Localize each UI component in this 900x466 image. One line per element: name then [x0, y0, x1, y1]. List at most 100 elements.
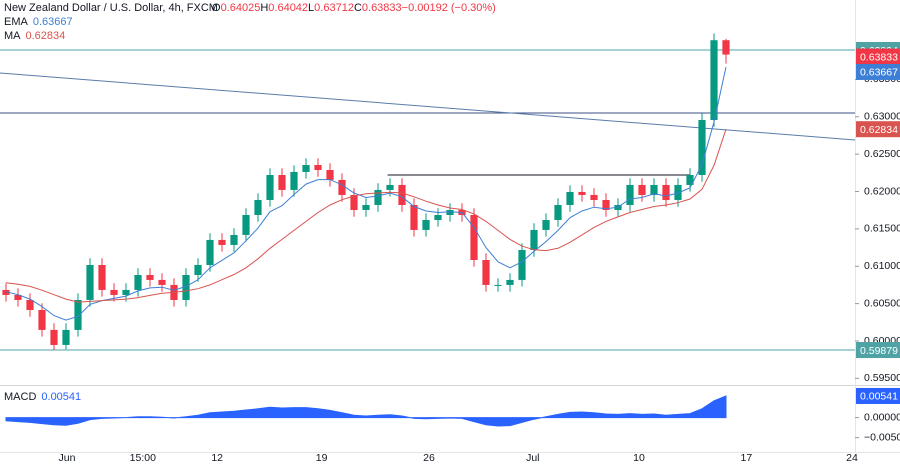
- candle-body: [650, 184, 658, 195]
- x-tick-label: 19: [316, 452, 328, 464]
- indicator-value: 0.63667: [33, 16, 73, 28]
- y-tick-label: 0.60500: [864, 297, 900, 309]
- candle-body: [506, 279, 514, 285]
- candle-body: [50, 329, 58, 345]
- candle-body: [122, 289, 130, 295]
- y-tick-label: −0.00500: [864, 431, 900, 443]
- candle-body: [410, 204, 418, 230]
- ohlc-label: L: [308, 2, 314, 14]
- candle-body: [74, 299, 82, 330]
- candle-body: [638, 184, 646, 195]
- x-tick-label: Jun: [58, 452, 75, 464]
- macd-area: [5, 395, 727, 427]
- macd-legend: MACD 0.00541: [4, 391, 81, 403]
- ohlc-label: O: [212, 2, 221, 14]
- ohlc-value: 0.64042: [268, 2, 308, 14]
- candle-body: [134, 275, 142, 290]
- macd-name: MACD: [4, 391, 36, 403]
- candle-body: [230, 234, 238, 245]
- candle-body: [698, 120, 706, 176]
- candle-body: [662, 184, 670, 200]
- value-badge-label: 0.62834: [860, 124, 898, 136]
- candle-body: [434, 214, 442, 220]
- indicator-line: [5, 129, 727, 303]
- candle-body: [542, 220, 550, 230]
- candle-body: [446, 209, 454, 215]
- chart-title: New Zealand Dollar / U.S. Dollar, 4h, FX…: [4, 2, 218, 14]
- candle-body: [482, 259, 490, 285]
- candle-body: [314, 165, 322, 171]
- candle-body: [626, 184, 634, 205]
- indicator-legend: EMA 0.63667: [4, 16, 73, 28]
- ohlc-change: −0.00192 (−0.30%): [402, 2, 496, 14]
- ohlc-value: 0.63833: [362, 2, 402, 14]
- candle-body: [350, 194, 358, 210]
- candle-body: [374, 189, 382, 205]
- candle-body: [422, 220, 430, 230]
- value-badge-label: 0.63667: [860, 67, 898, 79]
- candle-body: [158, 279, 166, 285]
- value-badge-label: 0.59879: [860, 345, 898, 357]
- candle-body: [362, 204, 370, 210]
- y-tick-label: 0.00000: [864, 411, 900, 423]
- candle-body: [722, 40, 730, 55]
- candle-body: [86, 264, 94, 300]
- candle-body: [470, 214, 478, 260]
- candle-body: [518, 249, 526, 280]
- candle-body: [686, 175, 694, 185]
- y-tick-label: 0.61500: [864, 223, 900, 235]
- x-tick-label: 10: [633, 452, 645, 464]
- candle-body: [26, 299, 34, 310]
- x-tick-label: 12: [211, 452, 223, 464]
- candle-body: [278, 175, 286, 190]
- value-badge-label: 0.63833: [860, 51, 898, 63]
- candle-body: [254, 199, 262, 215]
- candle-body: [182, 275, 190, 300]
- value-badge: [856, 387, 900, 404]
- candle-body: [38, 309, 46, 330]
- x-tick-label: 15:00: [130, 452, 156, 464]
- candle-body: [2, 289, 10, 295]
- candle-body: [530, 229, 538, 250]
- candle-body: [338, 179, 346, 195]
- candle-body: [590, 194, 598, 200]
- macd-value: 0.00541: [41, 391, 81, 403]
- indicator-name: MA: [4, 30, 21, 42]
- value-badge: [856, 342, 900, 359]
- candle-body: [206, 239, 214, 265]
- candle-body: [98, 264, 106, 290]
- candle-body: [566, 191, 574, 205]
- candle-body: [62, 329, 70, 345]
- candle-body: [386, 184, 394, 190]
- candle-body: [218, 239, 226, 245]
- value-badge: [856, 63, 900, 80]
- y-tick-label: 0.59500: [864, 372, 900, 384]
- candle-body: [302, 165, 310, 172]
- candle-body: [578, 191, 586, 195]
- candle-body: [14, 294, 22, 300]
- y-tick-label: 0.63000: [864, 111, 900, 123]
- candle-body: [290, 171, 298, 190]
- candle-body: [194, 264, 202, 275]
- x-tick-label: 17: [741, 452, 753, 464]
- candle-body: [602, 199, 610, 210]
- ohlc-value: 0.63712: [314, 2, 354, 14]
- x-tick-label: 24: [846, 452, 858, 464]
- value-badge: [856, 121, 900, 138]
- candle-body: [398, 184, 406, 205]
- candle-body: [146, 275, 154, 280]
- candle-body: [710, 40, 718, 121]
- ohlc-legend: O0.64025H0.64042L0.63712C0.63833−0.00192…: [212, 2, 496, 14]
- indicator-line: [5, 66, 727, 321]
- y-tick-label: 0.62000: [864, 185, 900, 197]
- indicator-name: EMA: [4, 16, 29, 28]
- ohlc-label: C: [354, 2, 362, 14]
- y-tick-label: 0.61000: [864, 260, 900, 272]
- ohlc-label: H: [260, 2, 268, 14]
- value-badge-label: 0.00541: [860, 391, 898, 403]
- candle-body: [242, 214, 250, 235]
- indicator-legend: MA 0.62834: [4, 30, 65, 42]
